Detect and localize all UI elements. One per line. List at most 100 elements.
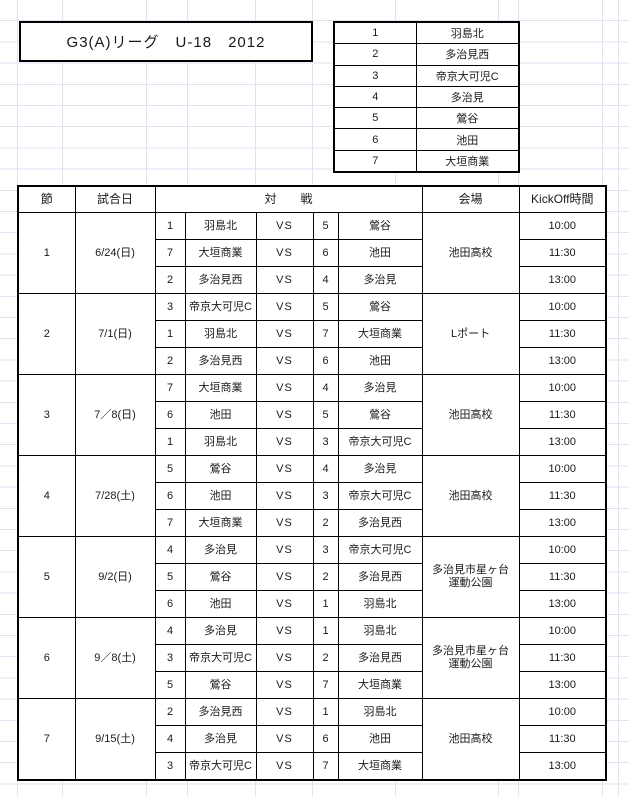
away-team-name: 多治見西: [337, 644, 423, 672]
home-team-name: 鶯谷: [184, 671, 257, 699]
team-row: 7 大垣商業: [333, 149, 520, 173]
match-row: 6 9／8(土) 4 多治見 VS 1 羽島北 多治見市星ヶ台 運動公園 10:00: [17, 617, 607, 699]
home-team-name: 多治見西: [184, 266, 257, 294]
kickoff-time-cell: 10:00: [518, 617, 607, 645]
home-team-name: 羽島北: [184, 428, 257, 456]
away-team-number: 2: [312, 509, 339, 537]
match-row: 5 鶯谷 VS 2 多治見西 11:30: [18, 563, 607, 591]
away-team-number: 4: [312, 374, 339, 402]
kickoff-time-cell: 11:30: [518, 320, 607, 348]
vs-label: VS: [255, 509, 314, 537]
away-team-name: 鶯谷: [337, 293, 423, 321]
vs-label: VS: [255, 266, 314, 294]
match-row: 4 7/28(土) 5 鶯谷 VS 4 多治見 池田高校 10:00: [17, 455, 607, 537]
kickoff-time-cell: 13:00: [518, 347, 607, 375]
home-team-name: 池田: [184, 401, 257, 429]
away-team-name: 鶯谷: [337, 401, 423, 429]
kickoff-time-cell: 10:00: [518, 698, 607, 726]
home-team-number: 2: [154, 698, 186, 726]
round-number-cell: 3: [17, 374, 76, 456]
schedule-table: 節 試合日 対 戦 会場 KickOff時間 1 6/24(日) 1 羽島北 VS 5 鶯谷…: [17, 185, 608, 781]
team-number: 1: [333, 21, 417, 45]
match-row: 4 多治見 VS 6 池田 11:30: [18, 725, 607, 753]
kickoff-time-cell: 11:30: [518, 725, 607, 753]
round-number-cell: 6: [17, 617, 76, 699]
away-team-number: 5: [312, 212, 339, 240]
away-team-number: 6: [312, 239, 339, 267]
team-row: 4 多治見: [333, 85, 520, 109]
match-row: 1 羽島北 VS 3 帝京大可児C 13:00: [18, 428, 607, 456]
team-name: 帝京大可児C: [415, 64, 520, 87]
away-team-name: 大垣商業: [337, 671, 423, 699]
away-team-number: 1: [312, 590, 339, 618]
away-team-number: 7: [312, 320, 339, 348]
kickoff-time-cell: 10:00: [518, 374, 607, 402]
away-team-number: 3: [312, 536, 339, 564]
vs-label: VS: [255, 725, 314, 753]
home-team-number: 6: [154, 590, 186, 618]
round-number-cell: 7: [17, 698, 76, 781]
home-team-number: 3: [154, 752, 186, 781]
vs-label: VS: [255, 644, 314, 672]
match-date-cell: 7／8(日): [74, 374, 156, 456]
league-title-box: G3(A)リーグ U-18 2012: [19, 21, 313, 62]
match-row: 5 9/2(日) 4 多治見 VS 3 帝京大可児C 多治見市星ヶ台 運動公園 10:00: [17, 536, 607, 618]
kickoff-time-cell: 10:00: [518, 455, 607, 483]
vs-label: VS: [255, 455, 314, 483]
home-team-name: 鶯谷: [184, 455, 257, 483]
match-row: 6 池田 VS 1 羽島北 13:00: [18, 590, 607, 618]
vs-label: VS: [255, 617, 314, 645]
away-team-name: 多治見: [337, 266, 423, 294]
kickoff-time-cell: 13:00: [518, 671, 607, 699]
schedule-table-body: 節 試合日 対 戦 会場 KickOff時間 1 6/24(日) 1 羽島北 VS 5 鶯谷…: [17, 185, 607, 781]
home-team-number: 6: [154, 401, 186, 429]
kickoff-time-cell: 13:00: [518, 428, 607, 456]
vs-label: VS: [255, 212, 314, 240]
away-team-name: 池田: [337, 239, 423, 267]
vs-label: VS: [255, 536, 314, 564]
vs-label: VS: [255, 698, 314, 726]
venue-cell: 池田高校: [421, 212, 520, 294]
vs-label: VS: [255, 293, 314, 321]
home-team-name: 帝京大可児C: [184, 752, 257, 781]
home-team-name: 羽島北: [184, 320, 257, 348]
away-team-name: 大垣商業: [337, 752, 423, 781]
team-row: 1 羽島北: [333, 21, 520, 45]
home-team-number: 5: [154, 563, 186, 591]
home-team-number: 4: [154, 536, 186, 564]
team-list-table: 1 羽島北 2 多治見西 3 帝京大可児C 4 多治見 5 鶯谷 6 池田 7 大垣商業: [333, 21, 520, 174]
home-team-number: 2: [154, 266, 186, 294]
match-date-cell: 9／8(土): [74, 617, 156, 699]
away-team-name: 多治見: [337, 455, 423, 483]
home-team-name: 多治見西: [184, 698, 257, 726]
match-row: 3 帝京大可児C VS 2 多治見西 11:30: [18, 644, 607, 672]
kickoff-time-cell: 11:30: [518, 644, 607, 672]
match-date-cell: 7/28(土): [74, 455, 156, 537]
home-team-number: 5: [154, 455, 186, 483]
away-team-number: 7: [312, 752, 339, 781]
home-team-number: 6: [154, 482, 186, 510]
team-number: 7: [333, 149, 417, 173]
home-team-number: 4: [154, 617, 186, 645]
match-row: 7 大垣商業 VS 6 池田 11:30: [18, 239, 607, 267]
home-team-number: 1: [154, 320, 186, 348]
kickoff-time-cell: 10:00: [518, 536, 607, 564]
home-team-name: 大垣商業: [184, 239, 257, 267]
away-team-name: 羽島北: [337, 617, 423, 645]
vs-label: VS: [255, 347, 314, 375]
match-row: 3 帝京大可児C VS 7 大垣商業 13:00: [18, 752, 607, 781]
away-team-name: 帝京大可児C: [337, 536, 423, 564]
home-team-number: 7: [154, 374, 186, 402]
away-team-number: 6: [312, 725, 339, 753]
team-name: 鶯谷: [415, 107, 520, 130]
match-row: 2 多治見西 VS 6 池田 13:00: [18, 347, 607, 375]
team-number: 2: [333, 43, 417, 66]
home-team-number: 2: [154, 347, 186, 375]
away-team-name: 帝京大可児C: [337, 482, 423, 510]
kickoff-time-cell: 13:00: [518, 590, 607, 618]
away-team-number: 2: [312, 563, 339, 591]
home-team-number: 7: [154, 509, 186, 537]
venue-cell: 多治見市星ヶ台 運動公園: [421, 536, 520, 618]
away-team-name: 多治見西: [337, 509, 423, 537]
team-name: 池田: [415, 128, 520, 151]
